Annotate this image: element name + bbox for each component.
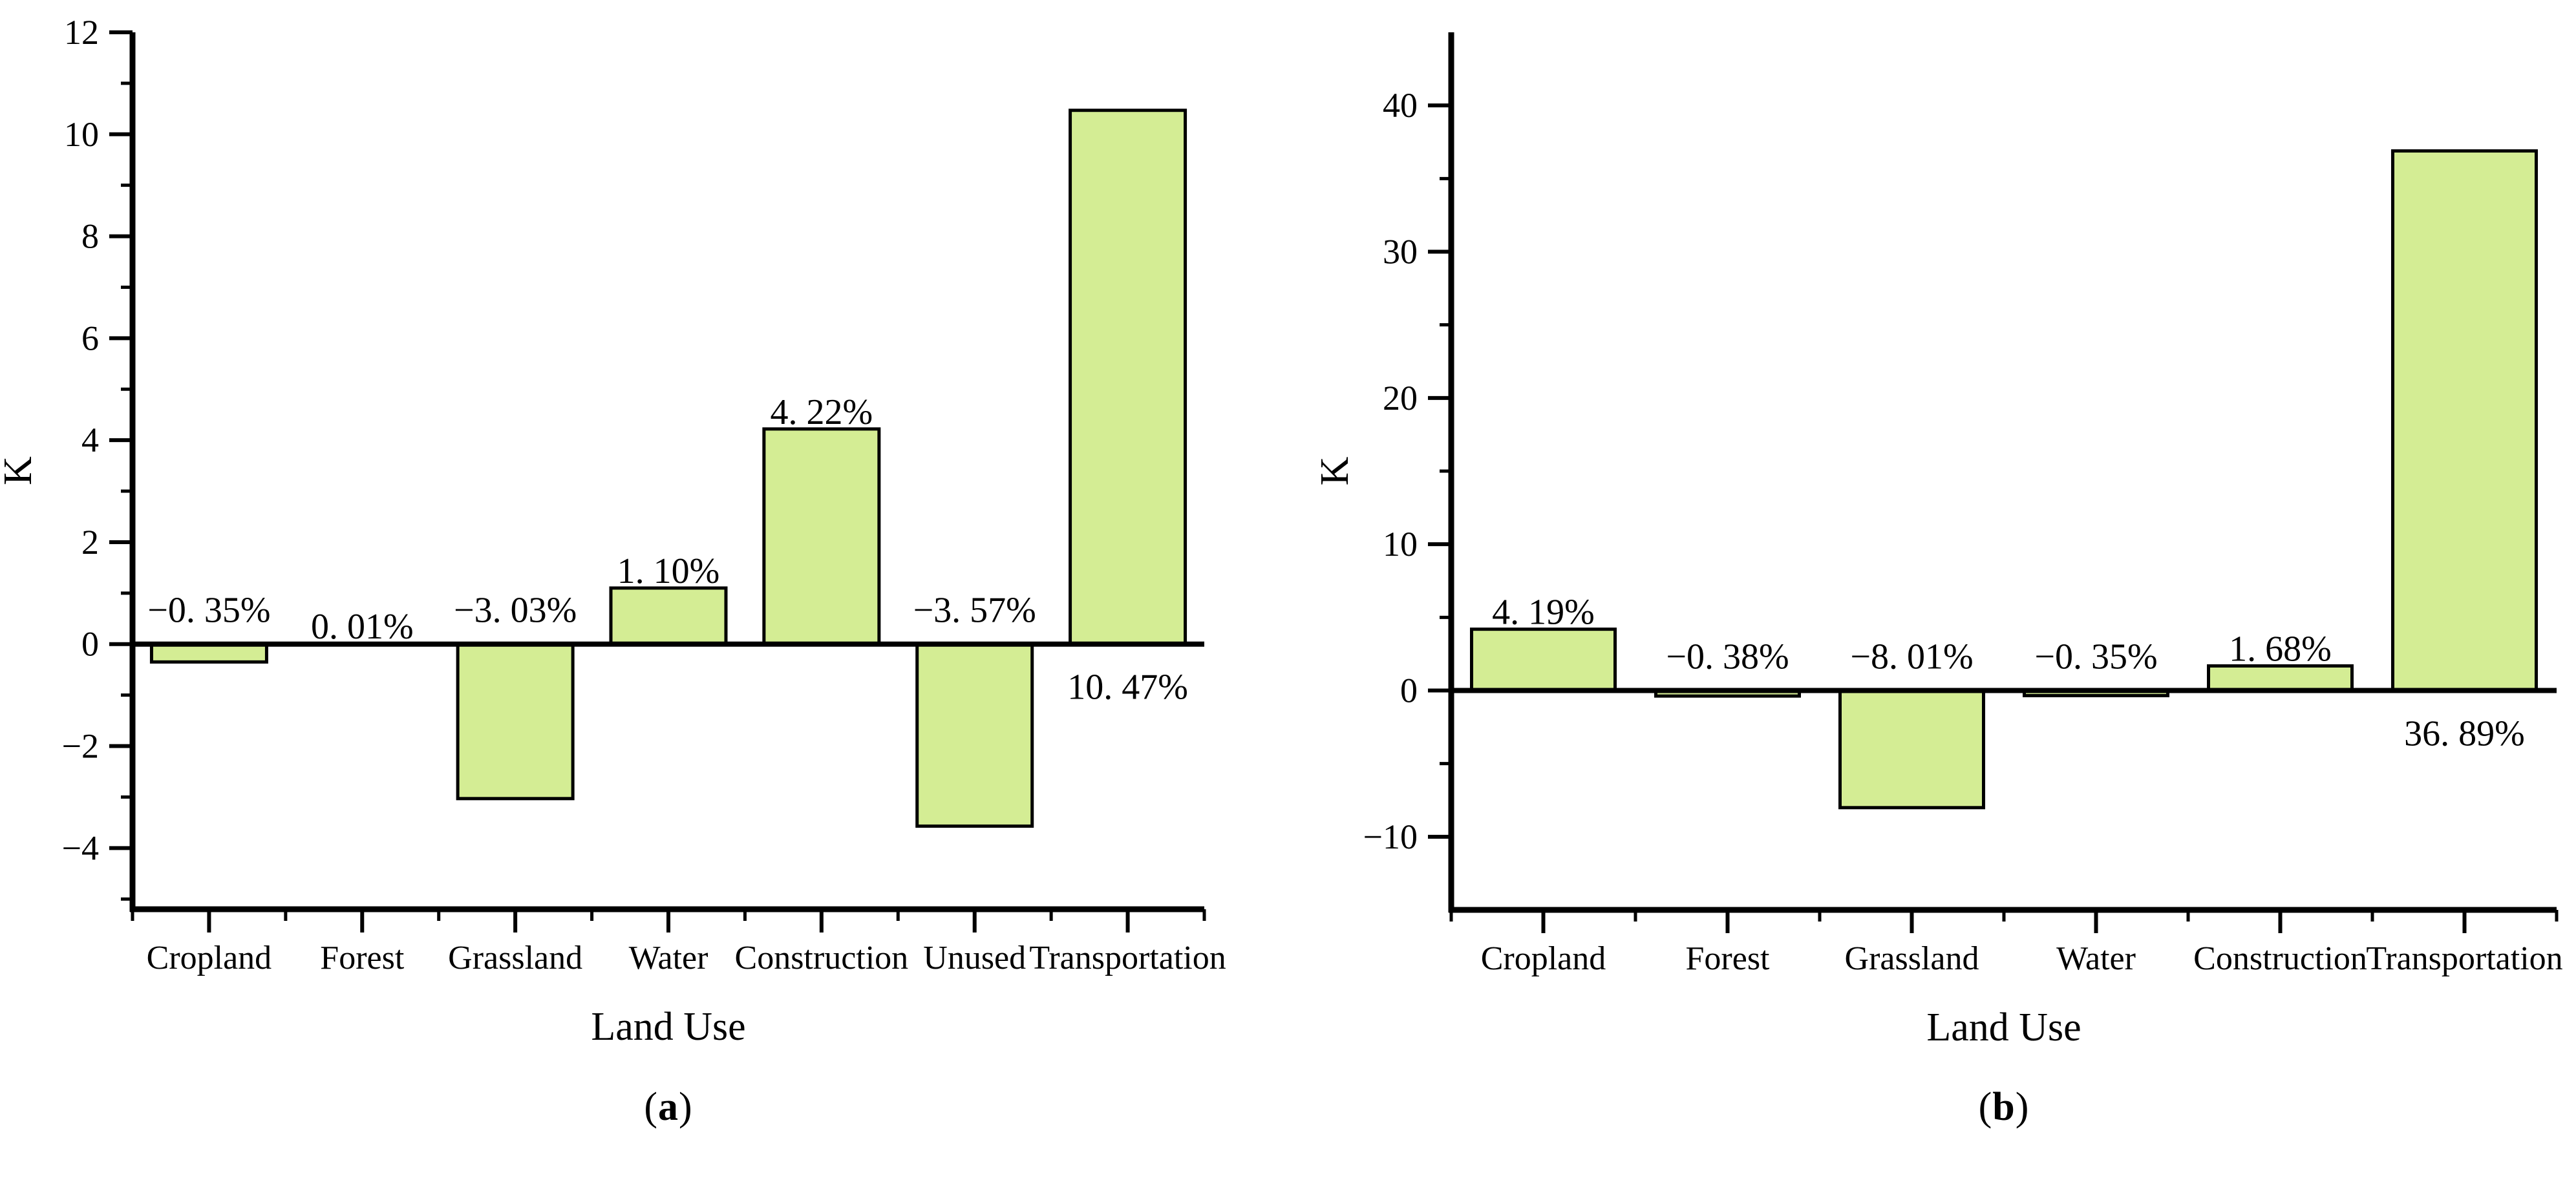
- x-category-label: Cropland: [1481, 940, 1606, 977]
- bar-water: [609, 586, 728, 646]
- x-category-label: Unused: [923, 940, 1026, 976]
- y-axis-title: K: [0, 456, 40, 485]
- y-axis-title: K: [1313, 456, 1357, 485]
- y-tick-label: 30: [1383, 233, 1418, 271]
- x-category-label: Water: [2056, 940, 2136, 977]
- bar-value-label: −3. 03%: [454, 591, 577, 631]
- bar-construction: [762, 427, 881, 646]
- bar-cropland: [1470, 627, 1617, 692]
- x-category-label: Transportation: [2366, 940, 2562, 977]
- bar-value-label: 36. 89%: [2404, 714, 2525, 754]
- bar-transportation: [1069, 109, 1187, 646]
- bar-transportation: [2391, 149, 2538, 692]
- panel-label-b-letter: b: [1992, 1085, 2016, 1129]
- y-tick-label: 6: [81, 319, 99, 357]
- bar-value-label: −0. 35%: [2034, 637, 2157, 677]
- y-tick-label: −2: [62, 727, 99, 766]
- bar-chart-panel-b: 40 30 20 10 0 −10 Cropland Forest Grassland Water…: [1313, 32, 2563, 1049]
- y-tick-label: 8: [81, 217, 99, 256]
- y-tick-label: 4: [81, 421, 99, 459]
- x-category-label: Forest: [1686, 940, 1771, 977]
- x-category-label: Forest: [320, 940, 405, 976]
- y-tick-label: 2: [81, 523, 99, 562]
- bar-value-label: 4. 19%: [1492, 593, 1595, 633]
- x-axis-title: Land Use: [591, 1005, 745, 1049]
- x-category-label: Grassland: [448, 940, 582, 976]
- panel-label-a-close: ): [679, 1085, 693, 1129]
- x-axis-title: Land Use: [1926, 1006, 2081, 1049]
- x-category-label: Construction: [735, 940, 909, 976]
- bar-grassland: [456, 642, 575, 801]
- y-tick-label: 20: [1383, 379, 1418, 417]
- bar-value-label: 0. 01%: [311, 607, 414, 647]
- bar-grassland: [1838, 689, 1985, 810]
- y-tick-label: 12: [64, 13, 99, 52]
- y-tick-label: −4: [62, 828, 99, 867]
- bar-construction: [2207, 664, 2354, 692]
- bar-value-label: 1. 10%: [617, 551, 720, 591]
- panel-label-a-letter: a: [658, 1085, 679, 1129]
- panel-label-a: (a): [644, 1084, 692, 1130]
- y-tick-label: 0: [81, 625, 99, 664]
- bar-value-label: 1. 68%: [2229, 629, 2332, 669]
- panel-label-a-open: (: [644, 1085, 658, 1129]
- bar-cropland: [149, 642, 268, 664]
- bar-value-label: 10. 47%: [1067, 668, 1188, 708]
- x-category-label: Cropland: [147, 940, 272, 976]
- x-category-label: Water: [629, 940, 708, 976]
- bar-unused: [915, 642, 1034, 828]
- y-tick-label: 40: [1383, 86, 1418, 125]
- panel-label-b: (b): [1979, 1084, 2030, 1130]
- x-category-label: Transportation: [1029, 940, 1226, 976]
- x-category-label: Construction: [2193, 940, 2367, 977]
- bar-value-label: 4. 22%: [771, 392, 873, 432]
- panel-label-b-close: ): [2015, 1085, 2030, 1129]
- y-tick-label: 0: [1400, 671, 1418, 710]
- x-category-label: Grassland: [1845, 940, 1979, 977]
- y-tick-label: 10: [64, 115, 99, 154]
- bar-value-label: −8. 01%: [1850, 637, 1973, 677]
- bar-chart-panel-a: 12 10 8 6 4 2 0 −2 −4 Cropland Forest Grassland Wate…: [0, 13, 1226, 1049]
- y-tick-label: 10: [1383, 525, 1418, 564]
- y-tick-label: −10: [1363, 817, 1418, 856]
- bar-value-label: −3. 57%: [913, 591, 1036, 631]
- bar-value-label: −0. 38%: [1666, 637, 1789, 677]
- bar-value-label: −0. 35%: [147, 591, 270, 631]
- panel-label-b-open: (: [1978, 1085, 1993, 1129]
